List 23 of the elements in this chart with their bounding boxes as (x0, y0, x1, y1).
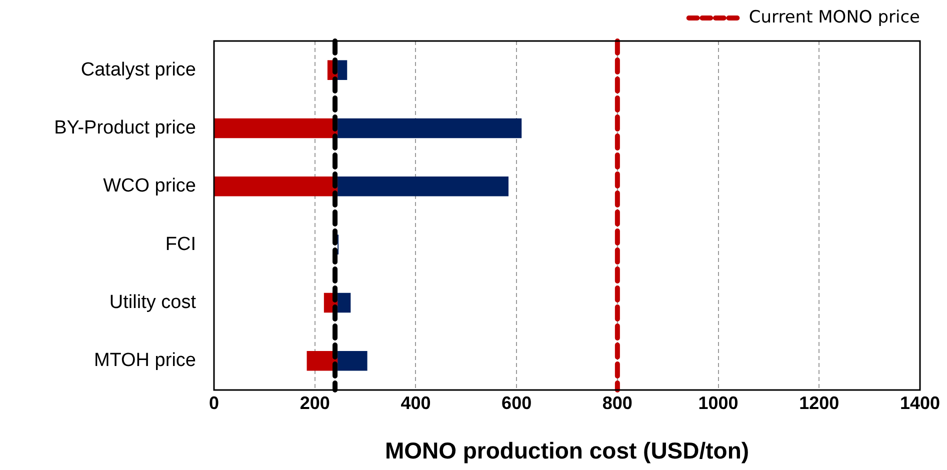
bar (338, 292, 351, 313)
x-tick-label: 1000 (698, 392, 738, 413)
bar (214, 176, 338, 196)
x-axis-title: MONO production cost (USD/ton) (384, 438, 750, 464)
x-tick-label: 400 (400, 392, 431, 413)
y-tick-label: WCO price (103, 176, 196, 197)
bar (338, 118, 522, 138)
y-tick-label: MTOH price (94, 350, 196, 372)
bar (214, 118, 338, 138)
x-tick-label: 200 (300, 392, 330, 413)
x-tick-label: 1400 (900, 392, 940, 413)
legend-label: Current MONO price (748, 7, 920, 28)
x-tick-label: 1200 (799, 392, 840, 413)
x-tick-label: 800 (602, 392, 632, 413)
y-tick-label: BY-Product price (54, 117, 196, 138)
y-tick-label: FCI (165, 234, 196, 255)
bar (338, 351, 368, 371)
bar (338, 60, 348, 80)
y-tick-label: Catalyst price (80, 59, 196, 80)
bar (338, 176, 509, 196)
x-tick-label: 600 (502, 392, 532, 413)
y-tick-label: Utility cost (109, 292, 197, 313)
x-tick-label: 0 (208, 392, 220, 413)
